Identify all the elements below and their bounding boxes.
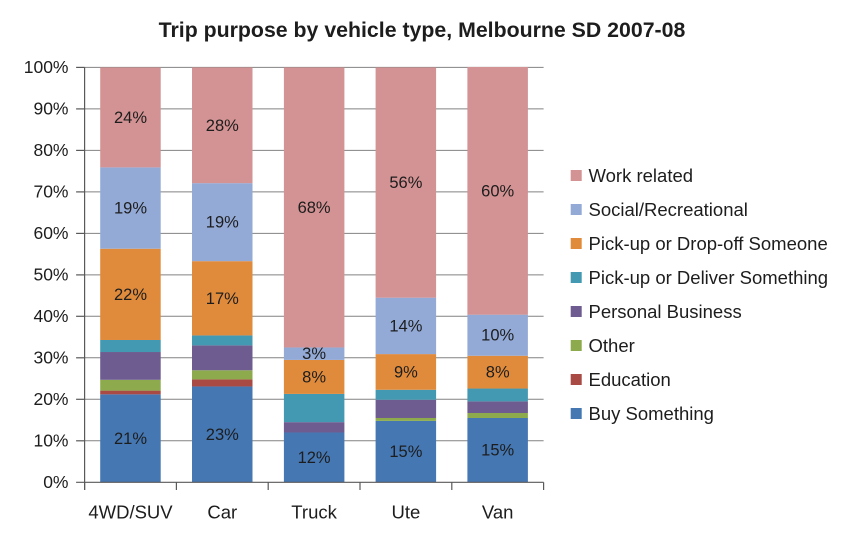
svg-text:19%: 19% <box>206 214 239 232</box>
svg-text:0%: 0% <box>43 472 68 492</box>
svg-text:60%: 60% <box>33 223 68 243</box>
svg-text:15%: 15% <box>389 443 422 461</box>
svg-text:Education: Education <box>589 369 671 390</box>
svg-text:40%: 40% <box>33 306 68 326</box>
svg-text:Car: Car <box>207 502 237 523</box>
svg-text:68%: 68% <box>298 199 331 217</box>
svg-text:14%: 14% <box>389 317 422 335</box>
svg-text:30%: 30% <box>33 348 68 368</box>
svg-text:20%: 20% <box>33 389 68 409</box>
svg-text:Trip purpose by vehicle type,: Trip purpose by vehicle type, Melbourne … <box>159 18 686 42</box>
svg-text:56%: 56% <box>389 174 422 192</box>
svg-text:8%: 8% <box>302 368 326 386</box>
svg-text:80%: 80% <box>33 140 68 160</box>
svg-text:Other: Other <box>589 335 635 356</box>
svg-text:70%: 70% <box>33 182 68 202</box>
svg-text:21%: 21% <box>114 430 147 448</box>
svg-text:12%: 12% <box>298 449 331 467</box>
svg-text:Pick-up or Drop-off Someone: Pick-up or Drop-off Someone <box>589 233 828 254</box>
svg-text:Ute: Ute <box>392 502 421 523</box>
svg-text:60%: 60% <box>481 182 514 200</box>
svg-text:Truck: Truck <box>291 502 337 523</box>
svg-text:Buy Something: Buy Something <box>589 403 714 424</box>
svg-text:50%: 50% <box>33 265 68 285</box>
svg-text:9%: 9% <box>394 363 418 381</box>
svg-text:24%: 24% <box>114 109 147 127</box>
svg-text:90%: 90% <box>33 99 68 119</box>
svg-text:19%: 19% <box>114 200 147 218</box>
svg-text:17%: 17% <box>206 290 239 308</box>
svg-text:23%: 23% <box>206 426 239 444</box>
svg-text:3%: 3% <box>302 345 326 363</box>
svg-text:100%: 100% <box>24 57 69 77</box>
svg-text:10%: 10% <box>33 431 68 451</box>
svg-text:28%: 28% <box>206 117 239 135</box>
svg-text:8%: 8% <box>486 364 510 382</box>
svg-text:15%: 15% <box>481 442 514 460</box>
svg-text:4WD/SUV: 4WD/SUV <box>88 502 173 523</box>
svg-text:Social/Recreational: Social/Recreational <box>589 199 748 220</box>
svg-text:10%: 10% <box>481 327 514 345</box>
svg-text:Van: Van <box>482 502 514 523</box>
svg-text:Personal Business: Personal Business <box>589 301 742 322</box>
svg-text:Pick-up or Deliver Something: Pick-up or Deliver Something <box>589 267 829 288</box>
svg-text:22%: 22% <box>114 286 147 304</box>
svg-text:Work related: Work related <box>589 165 694 186</box>
